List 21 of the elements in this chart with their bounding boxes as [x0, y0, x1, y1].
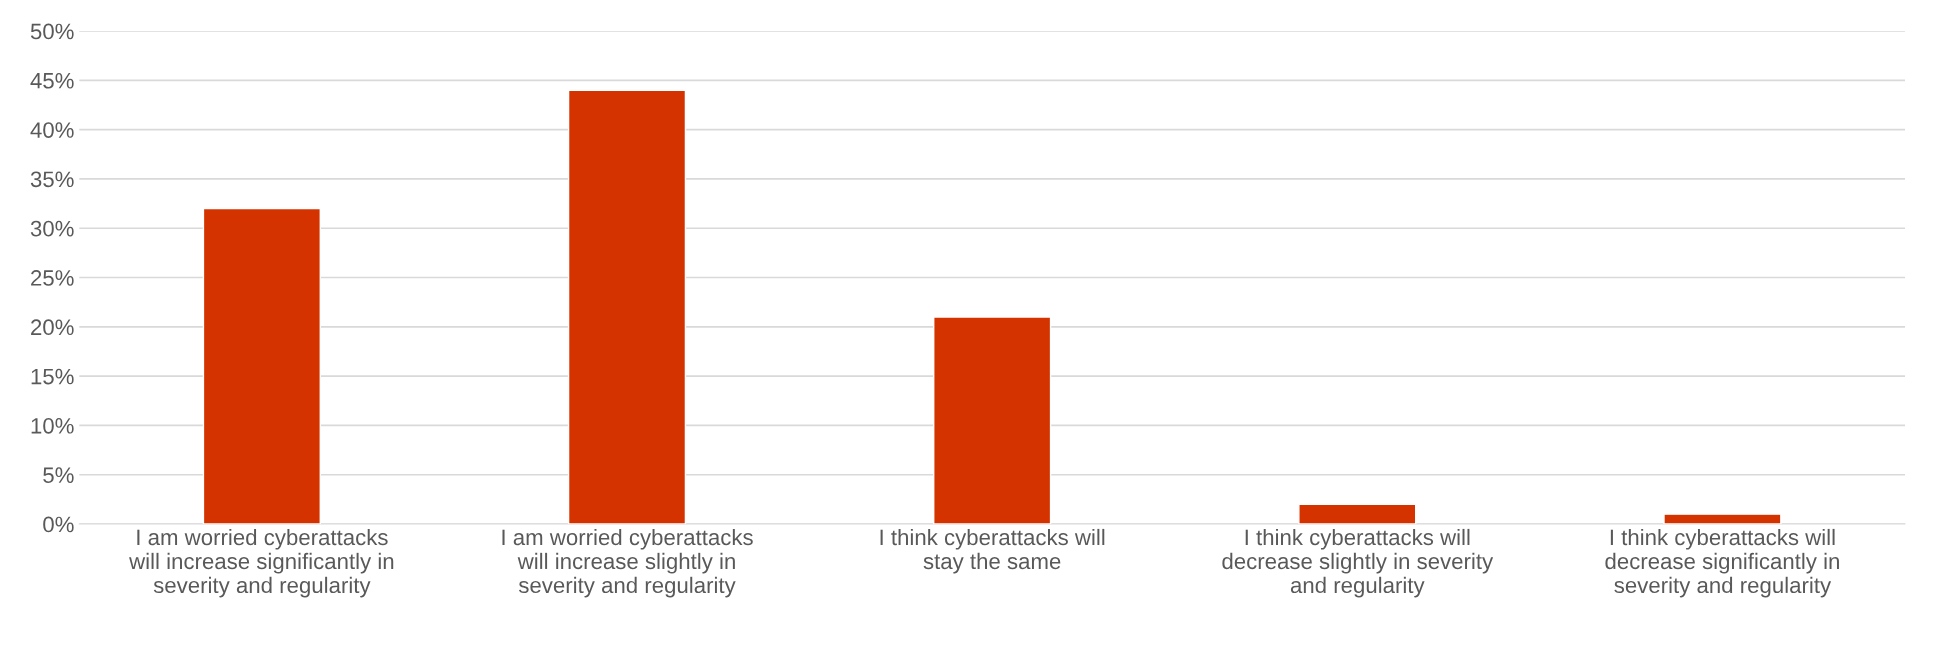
y-tick-label: 0%	[43, 516, 74, 533]
x-tick-label: I think cyberattacks will decrease slightly in severity and regularity	[1222, 528, 1494, 598]
y-tick-label: 30%	[30, 220, 74, 237]
y-tick-label: 15%	[31, 368, 74, 385]
y-tick-label: 20%	[31, 319, 74, 336]
x-tick-label: I am worried cyberattacks will increase significantly in severity and regularity	[129, 528, 394, 598]
y-tick-label: 25%	[31, 270, 74, 286]
x-tick-label: I think cyberattacks will decrease significantly in severity and regularity	[1605, 528, 1839, 598]
y-tick-label: 10%	[31, 417, 74, 434]
bar	[202, 207, 321, 525]
bar	[567, 89, 687, 525]
y-tick-label: 5%	[43, 467, 74, 484]
y-tick-label: 45%	[30, 72, 74, 89]
x-tick-label: I am worried cyberattacks will increase slightly in severity and regularity	[502, 528, 753, 598]
y-tick-label: 50%	[30, 23, 74, 40]
y-tick-label: 40%	[30, 122, 74, 138]
y-tick-label: 35%	[30, 171, 74, 188]
x-tick-label: I think cyberattacks will stay the same	[880, 528, 1105, 574]
bar	[1298, 503, 1417, 525]
bar	[933, 316, 1052, 525]
bar	[1663, 513, 1782, 525]
